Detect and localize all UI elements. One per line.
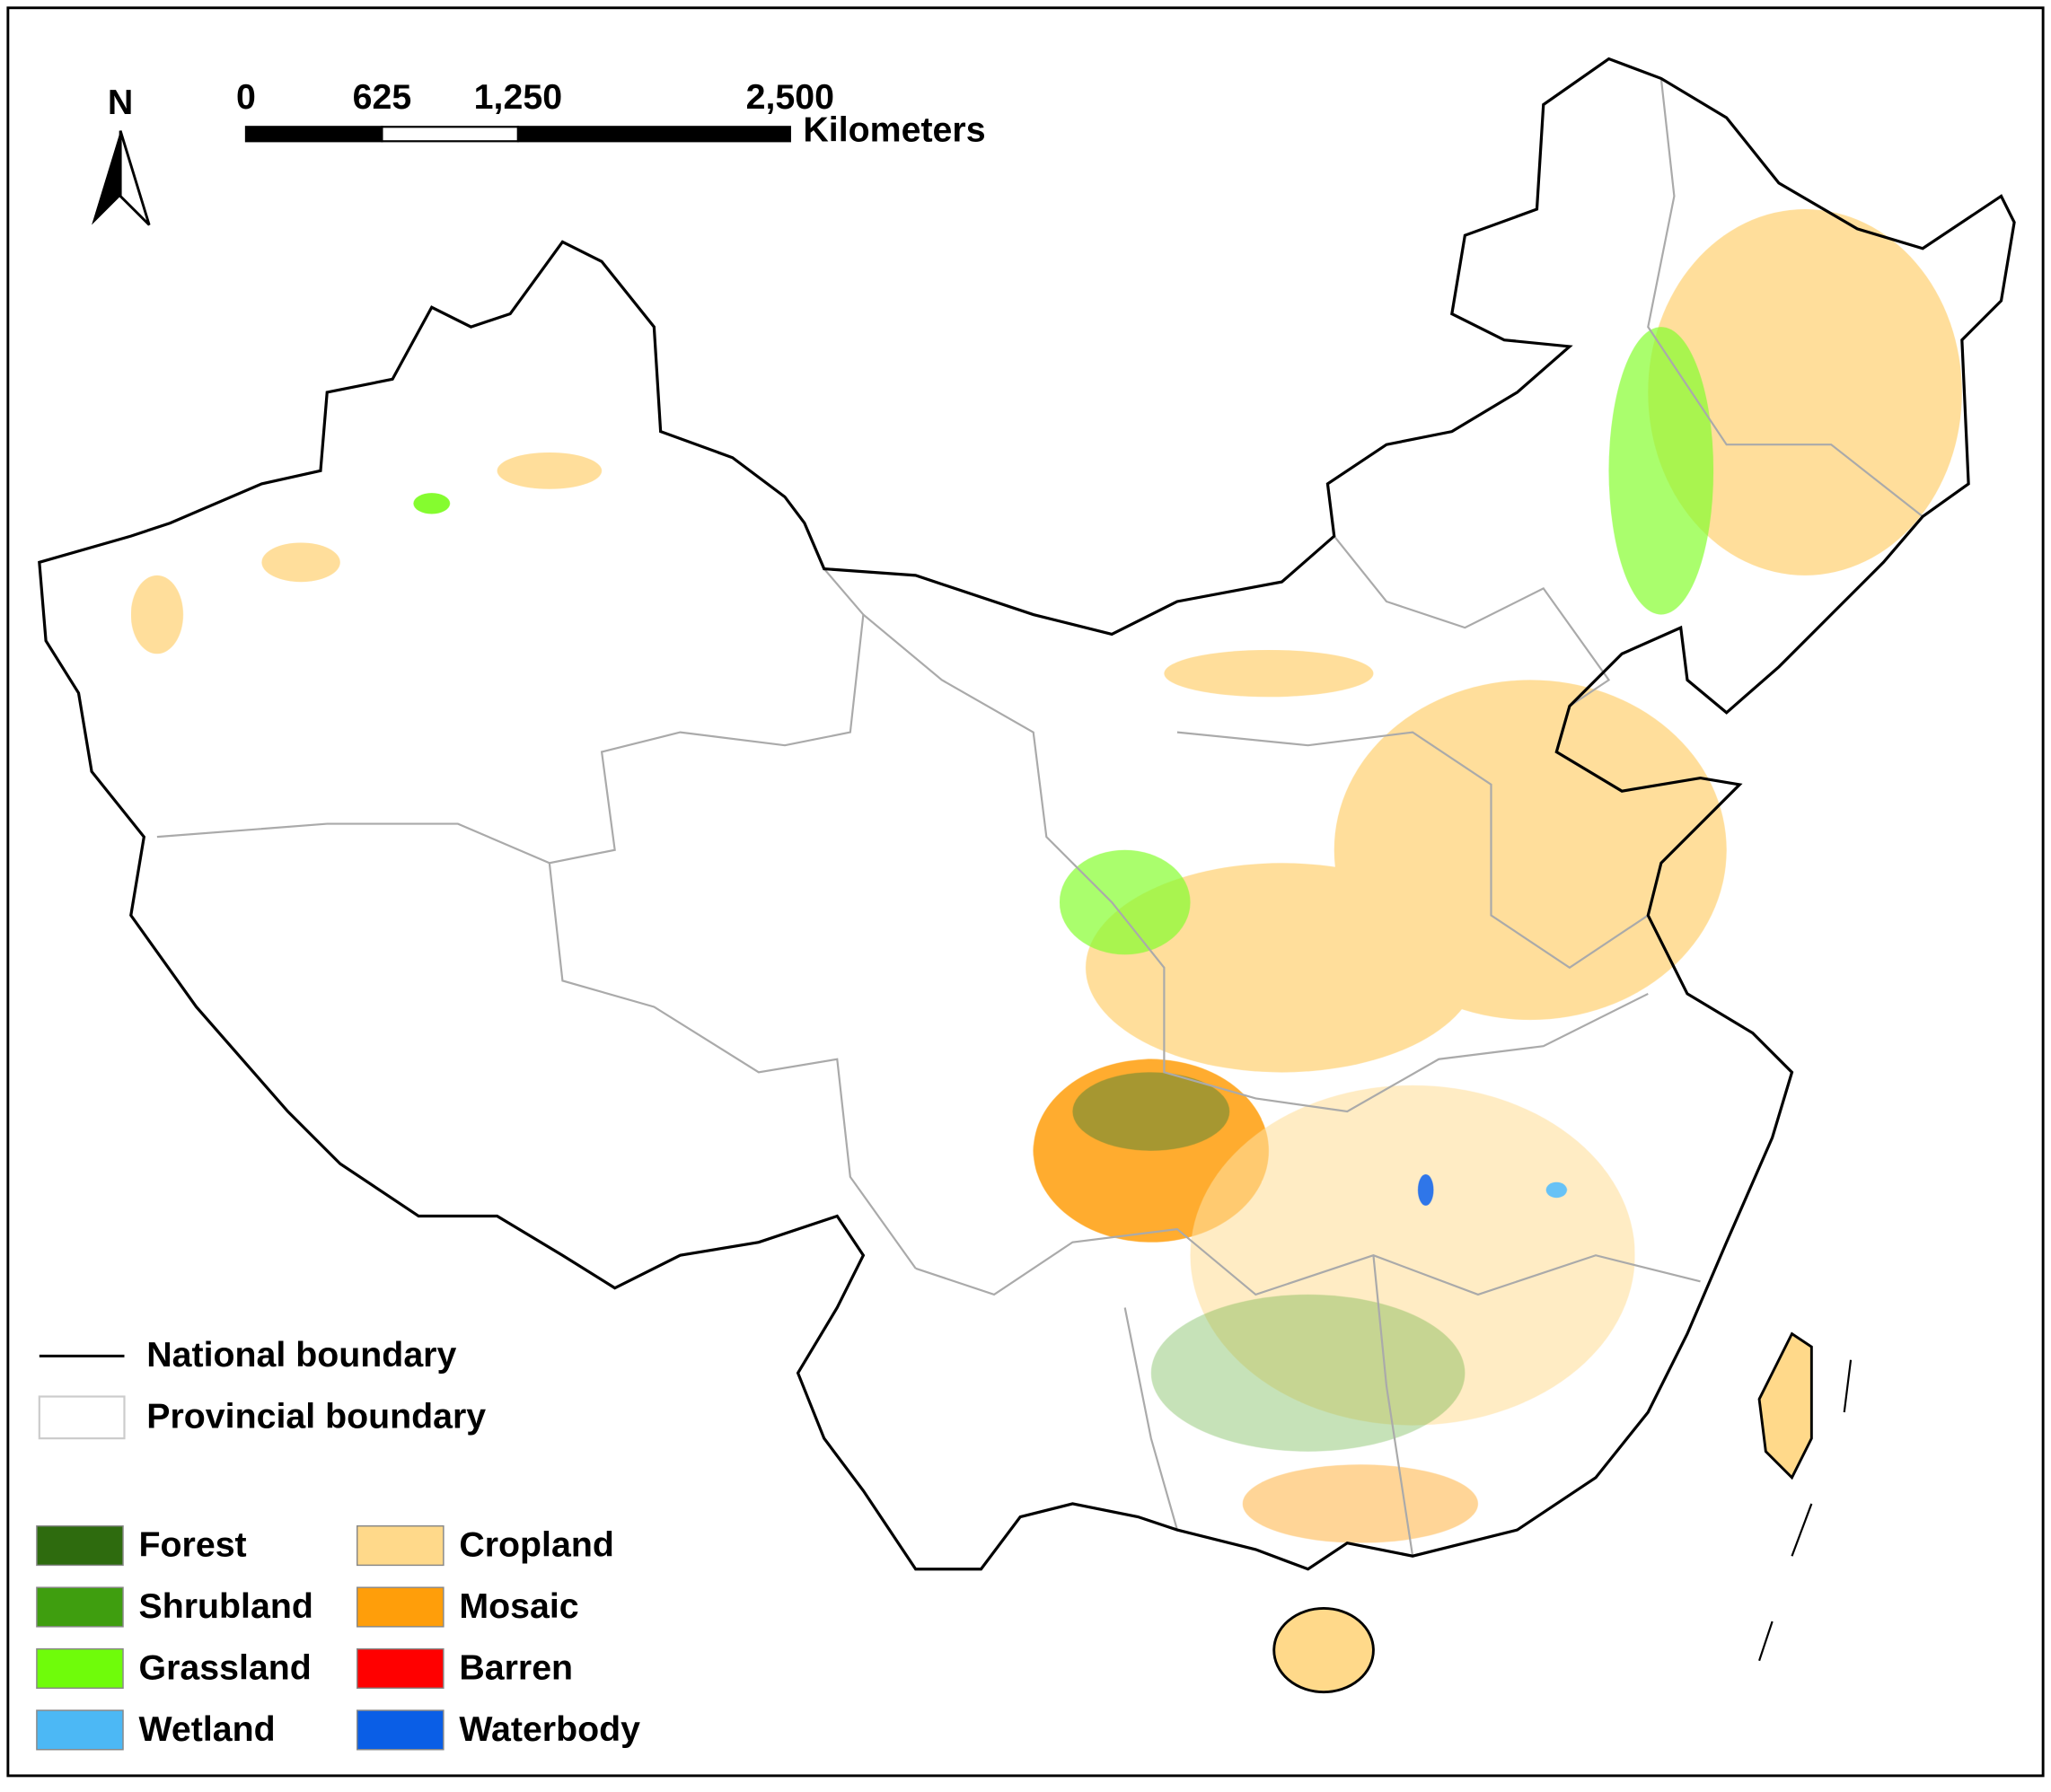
scale-label: 0 xyxy=(236,77,256,117)
legend-swatch xyxy=(36,1586,124,1628)
legend-label: Cropland xyxy=(459,1524,614,1564)
scale-segment xyxy=(381,126,519,143)
national-boundary xyxy=(38,57,2016,1571)
scale-label: 1,250 xyxy=(474,77,562,117)
legend-swatch xyxy=(357,1586,445,1628)
taiwan xyxy=(1757,1331,1813,1480)
legend-label: Grassland xyxy=(139,1647,312,1687)
legend-swatch xyxy=(357,1709,445,1751)
sea-lines xyxy=(1758,1359,1853,1662)
legend-label: Waterbody xyxy=(459,1709,640,1749)
scale-unit: Kilometers xyxy=(803,110,985,149)
legend-label: Mosaic xyxy=(459,1586,578,1626)
provincial-boundaries xyxy=(156,78,1923,1557)
scale-label: 2,500 xyxy=(746,77,834,117)
legend-label: Wetland xyxy=(139,1709,276,1749)
north-label: N xyxy=(108,83,133,122)
legend-label: Shrubland xyxy=(139,1586,313,1626)
legend-swatch xyxy=(36,1709,124,1751)
legend-label: National boundary xyxy=(146,1335,456,1375)
north-arrow: N xyxy=(92,83,151,226)
legend-swatch xyxy=(36,1524,124,1567)
hainan xyxy=(1272,1607,1375,1694)
scale-segment xyxy=(516,126,791,143)
legend-label: Forest xyxy=(139,1524,247,1564)
scale-segment xyxy=(244,126,383,143)
provincial-legend-box xyxy=(38,1395,126,1440)
legend-swatch xyxy=(357,1524,445,1567)
legend-swatch xyxy=(36,1647,124,1690)
legend-label: Barren xyxy=(459,1647,573,1687)
legend: National boundary Provincial boundary Fo… xyxy=(36,1335,640,1751)
legend-label: Provincial boundary xyxy=(146,1397,486,1436)
scale-label: 625 xyxy=(353,77,412,117)
land-cover xyxy=(130,209,1962,1543)
legend-swatch xyxy=(357,1647,445,1690)
